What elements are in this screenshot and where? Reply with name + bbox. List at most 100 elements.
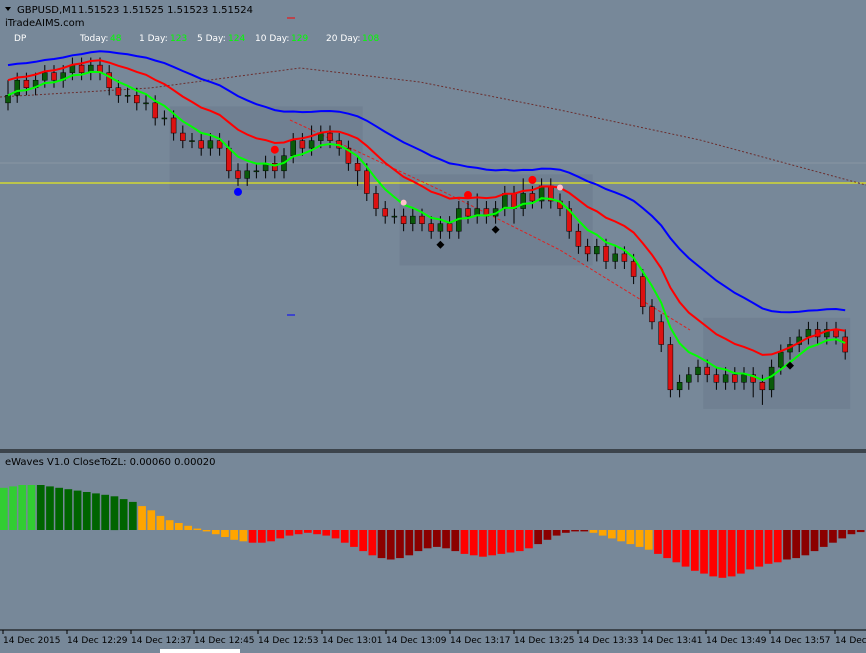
histogram-bar: [340, 530, 349, 543]
signal-diamond-0: [436, 240, 445, 249]
symbol-label: GBPUSD,M1: [17, 5, 77, 16]
histogram-bar: [359, 530, 367, 552]
candle-body: [152, 102, 158, 119]
histogram-bar: [709, 530, 718, 577]
histogram-bar: [267, 530, 275, 542]
candle-body: [621, 253, 628, 262]
histogram-bar: [635, 530, 644, 547]
x-tick-label: 14 Dec: [835, 636, 866, 646]
candle-body: [446, 223, 453, 232]
histogram-bar: [451, 530, 460, 552]
histogram-bar: [663, 530, 671, 559]
histogram-bar: [414, 530, 423, 552]
candle-body: [594, 246, 600, 255]
signal-dot-4: [528, 175, 537, 184]
candle-body: [161, 117, 168, 120]
histogram-bar: [543, 530, 552, 540]
dropdown-triangle-icon[interactable]: [5, 7, 11, 11]
signal-markers: [234, 145, 794, 370]
histogram-bar: [202, 530, 211, 532]
histogram-bar: [386, 530, 395, 560]
histogram-bar: [423, 530, 432, 549]
candle-body: [805, 329, 812, 338]
histogram-bar: [598, 530, 607, 536]
scroll-indicator[interactable]: [160, 649, 240, 653]
histogram-bar: [147, 510, 156, 530]
candle-body: [299, 140, 306, 149]
histogram-bar: [129, 501, 137, 530]
candle-body: [170, 117, 177, 134]
candle-body: [198, 140, 204, 149]
histogram-bar: [810, 530, 819, 552]
histogram-bar: [248, 530, 257, 543]
x-tick-label: 14 Dec 12:37: [131, 636, 192, 646]
candles-group: [5, 57, 848, 405]
histogram-bar: [681, 530, 690, 567]
dp-label: DP: [14, 34, 27, 44]
candle-body: [667, 344, 674, 391]
candle-body: [722, 374, 729, 383]
x-tick-label: 14 Dec 13:33: [578, 636, 639, 646]
histogram-bar: [156, 515, 165, 530]
x-tick-label: 14 Dec 13:41: [642, 636, 703, 646]
candle-body: [134, 95, 140, 104]
candle-body: [244, 170, 250, 179]
histogram-bar: [534, 530, 542, 545]
x-tick-label: 14 Dec 13:17: [450, 636, 511, 646]
candle-body: [428, 223, 434, 232]
candle-body: [686, 374, 692, 383]
histogram-bar: [350, 530, 358, 547]
histogram-bar: [442, 530, 450, 549]
histogram-bar: [737, 530, 745, 574]
x-tick-label: 14 Dec 13:25: [514, 636, 575, 646]
histogram-bar: [691, 530, 699, 571]
candle-body: [42, 72, 48, 81]
histogram-bar: [746, 530, 754, 570]
histogram-bar: [165, 520, 174, 530]
histogram-bar: [515, 530, 524, 552]
histogram-bar: [110, 496, 119, 531]
today-value: 48: [110, 34, 122, 44]
histogram-bar: [819, 530, 828, 547]
histogram-bar: [64, 489, 73, 530]
day5-label: 5 Day:: [197, 34, 226, 44]
histogram-bar: [644, 530, 653, 550]
histogram-bar: [396, 530, 404, 559]
candle-body: [640, 276, 646, 307]
histogram-bar: [36, 485, 45, 530]
histogram-bar: [331, 530, 340, 539]
candle-body: [106, 72, 112, 89]
histogram-bar: [672, 530, 681, 563]
signal-dot-5: [557, 184, 563, 191]
signal-dot-3: [464, 191, 472, 200]
signal-dot-0: [270, 145, 279, 154]
x-tick-label: 14 Dec 13:49: [706, 636, 767, 646]
candle-body: [180, 132, 186, 141]
candle-body: [382, 208, 388, 217]
candle-body: [502, 193, 508, 209]
dashed-channel-upper: [0, 67, 866, 186]
main-header: GBPUSD,M1 1.51523 1.51525 1.51523 1.5152…: [5, 5, 379, 44]
candle-body: [23, 79, 30, 89]
candle-body: [354, 163, 361, 172]
x-tick-label: 14 Dec 12:53: [258, 636, 319, 646]
candle-body: [400, 215, 407, 224]
candle-body: [290, 140, 296, 156]
histogram-bar: [0, 487, 8, 530]
histogram-bar: [304, 530, 312, 533]
candle-body: [437, 223, 444, 232]
candle-body: [419, 215, 425, 224]
histogram-bar: [377, 530, 386, 559]
watermark-text: iTradeAIMS.com: [5, 18, 84, 29]
histogram-bar: [718, 530, 727, 578]
signal-dot-2: [400, 199, 407, 206]
histogram-bar: [773, 530, 782, 563]
candle-body: [124, 95, 131, 97]
candle-body: [391, 215, 398, 218]
histogram-bar: [654, 530, 662, 554]
histogram-bar: [552, 530, 561, 536]
x-tick-label: 14 Dec 2015: [3, 636, 61, 646]
signal-dot-1: [234, 187, 242, 196]
histogram-bar: [783, 530, 791, 560]
histogram-bar: [405, 530, 414, 556]
